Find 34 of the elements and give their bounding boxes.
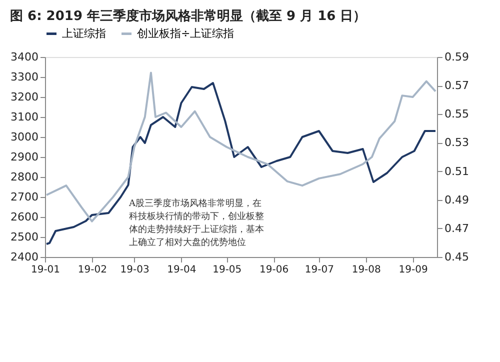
y2-tick-label: 0.59 xyxy=(444,50,469,64)
y-tick-label: 2500 xyxy=(10,230,38,244)
legend-label: 上证综指 xyxy=(62,26,106,40)
x-tick-label: 19-07 xyxy=(304,264,334,276)
y-tick-label: 3100 xyxy=(10,110,38,124)
line-series xyxy=(46,72,436,222)
y-tick-label: 2600 xyxy=(10,210,38,224)
x-tick-label: 19-06 xyxy=(260,264,289,276)
line-series xyxy=(46,82,436,245)
y2-tick-label: 0.49 xyxy=(444,193,469,206)
y-tick-label: 3000 xyxy=(10,130,38,144)
y2-tick-label: 0.47 xyxy=(444,222,469,235)
x-tick-label: 19-09 xyxy=(398,264,428,276)
chart-title: 图 6: 2019 年三季度市场风格非常明显（截至 9 月 16 日） xyxy=(10,8,366,24)
legend-label: 创业板指÷上证综指 xyxy=(137,26,234,40)
y-tick-label: 3200 xyxy=(10,90,38,104)
y-tick-label: 2900 xyxy=(10,150,38,164)
y2-tick-label: 0.55 xyxy=(444,108,469,121)
y-tick-label: 3300 xyxy=(10,70,38,84)
x-tick-label: 19-04 xyxy=(167,264,196,276)
x-tick-label: 19-03 xyxy=(120,264,150,276)
annotation: A股三季度市场风格非常明显，在科技板块行情的带动下，创业板整体的走势持续好于上证综指，基本上确立了相对大盘的优势地位 xyxy=(128,198,264,248)
y2-tick-label: 0.57 xyxy=(444,79,469,92)
y2-tick-label: 0.45 xyxy=(444,250,469,264)
y-tick-label: 2800 xyxy=(10,170,38,184)
y2-tick-label: 0.53 xyxy=(444,136,469,150)
x-tick-label: 19-02 xyxy=(78,264,107,276)
y-tick-label: 3400 xyxy=(10,50,38,64)
y-tick-label: 2400 xyxy=(10,250,38,264)
y-tick-label: 2700 xyxy=(10,190,38,204)
y2-tick-label: 0.51 xyxy=(444,164,469,178)
x-tick-label: 19-05 xyxy=(212,264,242,276)
x-tick-label: 19-08 xyxy=(352,264,381,276)
x-tick-label: 19-01 xyxy=(30,264,60,276)
